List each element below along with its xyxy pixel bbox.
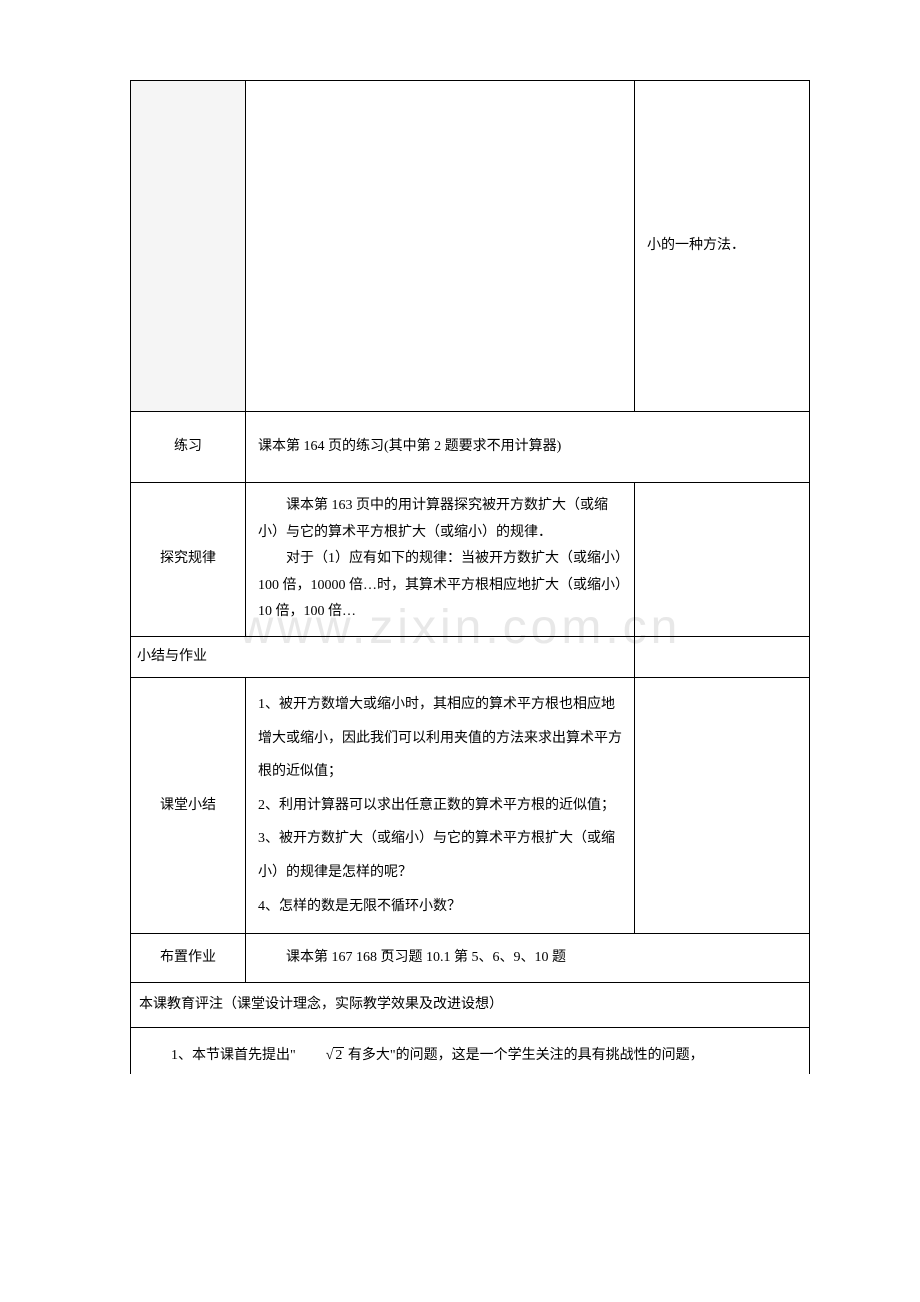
tilde-char: ～ bbox=[353, 950, 357, 965]
row3-p1: 课本第 163 页中的用计算器探究被开方数扩大（或缩小）与它的算术平方根扩大（或… bbox=[258, 493, 622, 546]
row2-text: 课本第 164 页的练习(其中第 2 题要求不用计算器) bbox=[258, 439, 561, 454]
row6-content: 课本第 167～ 168 页习题 10.1 第 5、6、9、10 题 bbox=[246, 934, 810, 983]
row5-right-cell bbox=[635, 677, 810, 933]
row6-text-a: 课本第 167 bbox=[286, 950, 353, 965]
row3-content: 课本第 163 页中的用计算器探究被开方数扩大（或缩小）与它的算术平方根扩大（或… bbox=[246, 483, 635, 637]
row3-p2: 对于（1）应有如下的规律：当被开方数扩大（或缩小）100 倍，10000 倍…时… bbox=[258, 546, 622, 626]
table-row: 小结与作业 bbox=[131, 636, 810, 677]
row4-right-cell bbox=[635, 636, 810, 677]
row3-label: 探究规律 bbox=[131, 483, 246, 637]
row2-content: 课本第 164 页的练习(其中第 2 题要求不用计算器) bbox=[246, 412, 810, 483]
row5-label: 课堂小结 bbox=[131, 677, 246, 933]
row8-line: 1、本节课首先提出" 2 有多大"的问题，这是一个学生关注的具有挑战性的问题， bbox=[143, 1042, 797, 1070]
row5-content: 1、被开方数增大或缩小时，其相应的算术平方根也相应地增大或缩小，因此我们可以利用… bbox=[246, 677, 635, 933]
table-row: 小的一种方法． bbox=[131, 81, 810, 412]
row1-label-cell bbox=[131, 81, 246, 412]
row1-right-cell: 小的一种方法． bbox=[635, 81, 810, 412]
table-row: 探究规律 课本第 163 页中的用计算器探究被开方数扩大（或缩小）与它的算术平方… bbox=[131, 483, 810, 637]
row5-l3: 3、被开方数扩大（或缩小）与它的算术平方根扩大（或缩小）的规律是怎样的呢？ bbox=[258, 822, 622, 889]
row5-l1: 1、被开方数增大或缩小时，其相应的算术平方根也相应地增大或缩小，因此我们可以利用… bbox=[258, 688, 622, 789]
table-row: 本课教育评注（课堂设计理念，实际教学效果及改进设想） bbox=[131, 983, 810, 1028]
row7-center: 本课教育评注（课堂设计理念，实际教学效果及改进设想） bbox=[131, 983, 810, 1028]
table-row: 1、本节课首先提出" 2 有多大"的问题，这是一个学生关注的具有挑战性的问题， bbox=[131, 1028, 810, 1075]
row6-text: 课本第 167～ 168 页习题 10.1 第 5、6、9、10 题 bbox=[258, 944, 566, 972]
row5-l4: 4、怎样的数是无限不循环小数？ bbox=[258, 890, 622, 924]
row8-pre: 1、本节课首先提出" bbox=[171, 1048, 296, 1063]
row8-post: 有多大"的问题，这是一个学生关注的具有挑战性的问题， bbox=[344, 1048, 703, 1063]
table-row: 练习 课本第 164 页的练习(其中第 2 题要求不用计算器) bbox=[131, 412, 810, 483]
sqrt-radicand: 2 bbox=[333, 1047, 344, 1063]
row8-content: 1、本节课首先提出" 2 有多大"的问题，这是一个学生关注的具有挑战性的问题， bbox=[131, 1028, 810, 1075]
row1-right-text: 小的一种方法． bbox=[647, 238, 745, 253]
lesson-table: 小的一种方法． 练习 课本第 164 页的练习(其中第 2 题要求不用计算器) … bbox=[130, 80, 810, 1074]
row4-center: 小结与作业 bbox=[131, 636, 635, 677]
row5-l2: 2、利用计算器可以求出任意正数的算术平方根的近似值； bbox=[258, 789, 622, 823]
row1-content-cell bbox=[246, 81, 635, 412]
row2-label: 练习 bbox=[131, 412, 246, 483]
row3-right-cell bbox=[635, 483, 810, 637]
table-row: 课堂小结 1、被开方数增大或缩小时，其相应的算术平方根也相应地增大或缩小，因此我… bbox=[131, 677, 810, 933]
sqrt-expr: 2 bbox=[296, 1042, 345, 1070]
table-row: 布置作业 课本第 167～ 168 页习题 10.1 第 5、6、9、10 题 bbox=[131, 934, 810, 983]
row6-label: 布置作业 bbox=[131, 934, 246, 983]
